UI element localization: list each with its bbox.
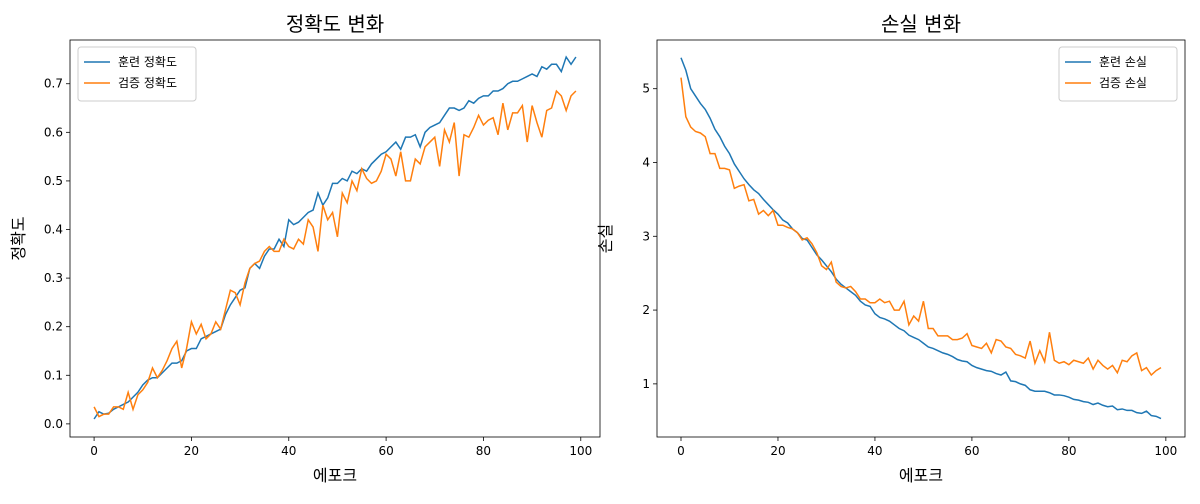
- x-axis-label: 에포크: [899, 466, 943, 485]
- y-tick-label: 1: [642, 377, 650, 391]
- y-tick-label: 0.6: [44, 125, 63, 139]
- x-axis-label: 에포크: [313, 466, 357, 485]
- y-tick-label: 0.3: [44, 271, 63, 285]
- y-tick-label: 4: [642, 155, 650, 169]
- y-tick-label: 0.5: [44, 174, 63, 188]
- y-axis-label: 정확도: [9, 216, 28, 260]
- legend-label: 검증 손실: [1099, 76, 1147, 90]
- x-tick-label: 40: [281, 444, 296, 458]
- x-tick-label: 0: [677, 444, 685, 458]
- y-tick-label: 0.2: [44, 320, 63, 334]
- y-axis-label: 손실: [596, 224, 615, 253]
- y-tick-label: 0.7: [44, 77, 63, 91]
- x-tick-label: 40: [867, 444, 882, 458]
- y-tick-label: 2: [642, 303, 650, 317]
- y-tick-label: 0.1: [44, 368, 63, 382]
- legend-label: 훈련 정확도: [118, 55, 177, 69]
- legend-label: 검증 정확도: [118, 76, 177, 90]
- chart-title: 정확도 변화: [286, 12, 384, 36]
- legend-box: [77, 46, 197, 102]
- series-line: [93, 55, 577, 420]
- y-tick-label: 0.4: [44, 223, 63, 237]
- x-tick-label: 80: [476, 444, 491, 458]
- x-tick-label: 20: [770, 444, 785, 458]
- axes-frame: [69, 39, 601, 438]
- x-tick-label: 100: [1154, 444, 1177, 458]
- chart-title: 손실 변화: [881, 12, 961, 36]
- x-tick-label: 100: [569, 444, 592, 458]
- x-tick-label: 80: [1061, 444, 1076, 458]
- x-tick-label: 20: [184, 444, 199, 458]
- y-tick-label: 5: [642, 82, 650, 96]
- x-tick-label: 60: [378, 444, 393, 458]
- y-tick-label: 0.0: [44, 417, 63, 431]
- y-tick-label: 3: [642, 229, 650, 243]
- x-tick-label: 0: [90, 444, 98, 458]
- legend-label: 훈련 손실: [1099, 55, 1147, 69]
- series-line: [680, 57, 1162, 420]
- series-line: [93, 89, 577, 418]
- axes-frame: [656, 39, 1186, 438]
- series-line: [680, 77, 1162, 377]
- x-tick-label: 60: [964, 444, 979, 458]
- legend-box: [1058, 46, 1178, 102]
